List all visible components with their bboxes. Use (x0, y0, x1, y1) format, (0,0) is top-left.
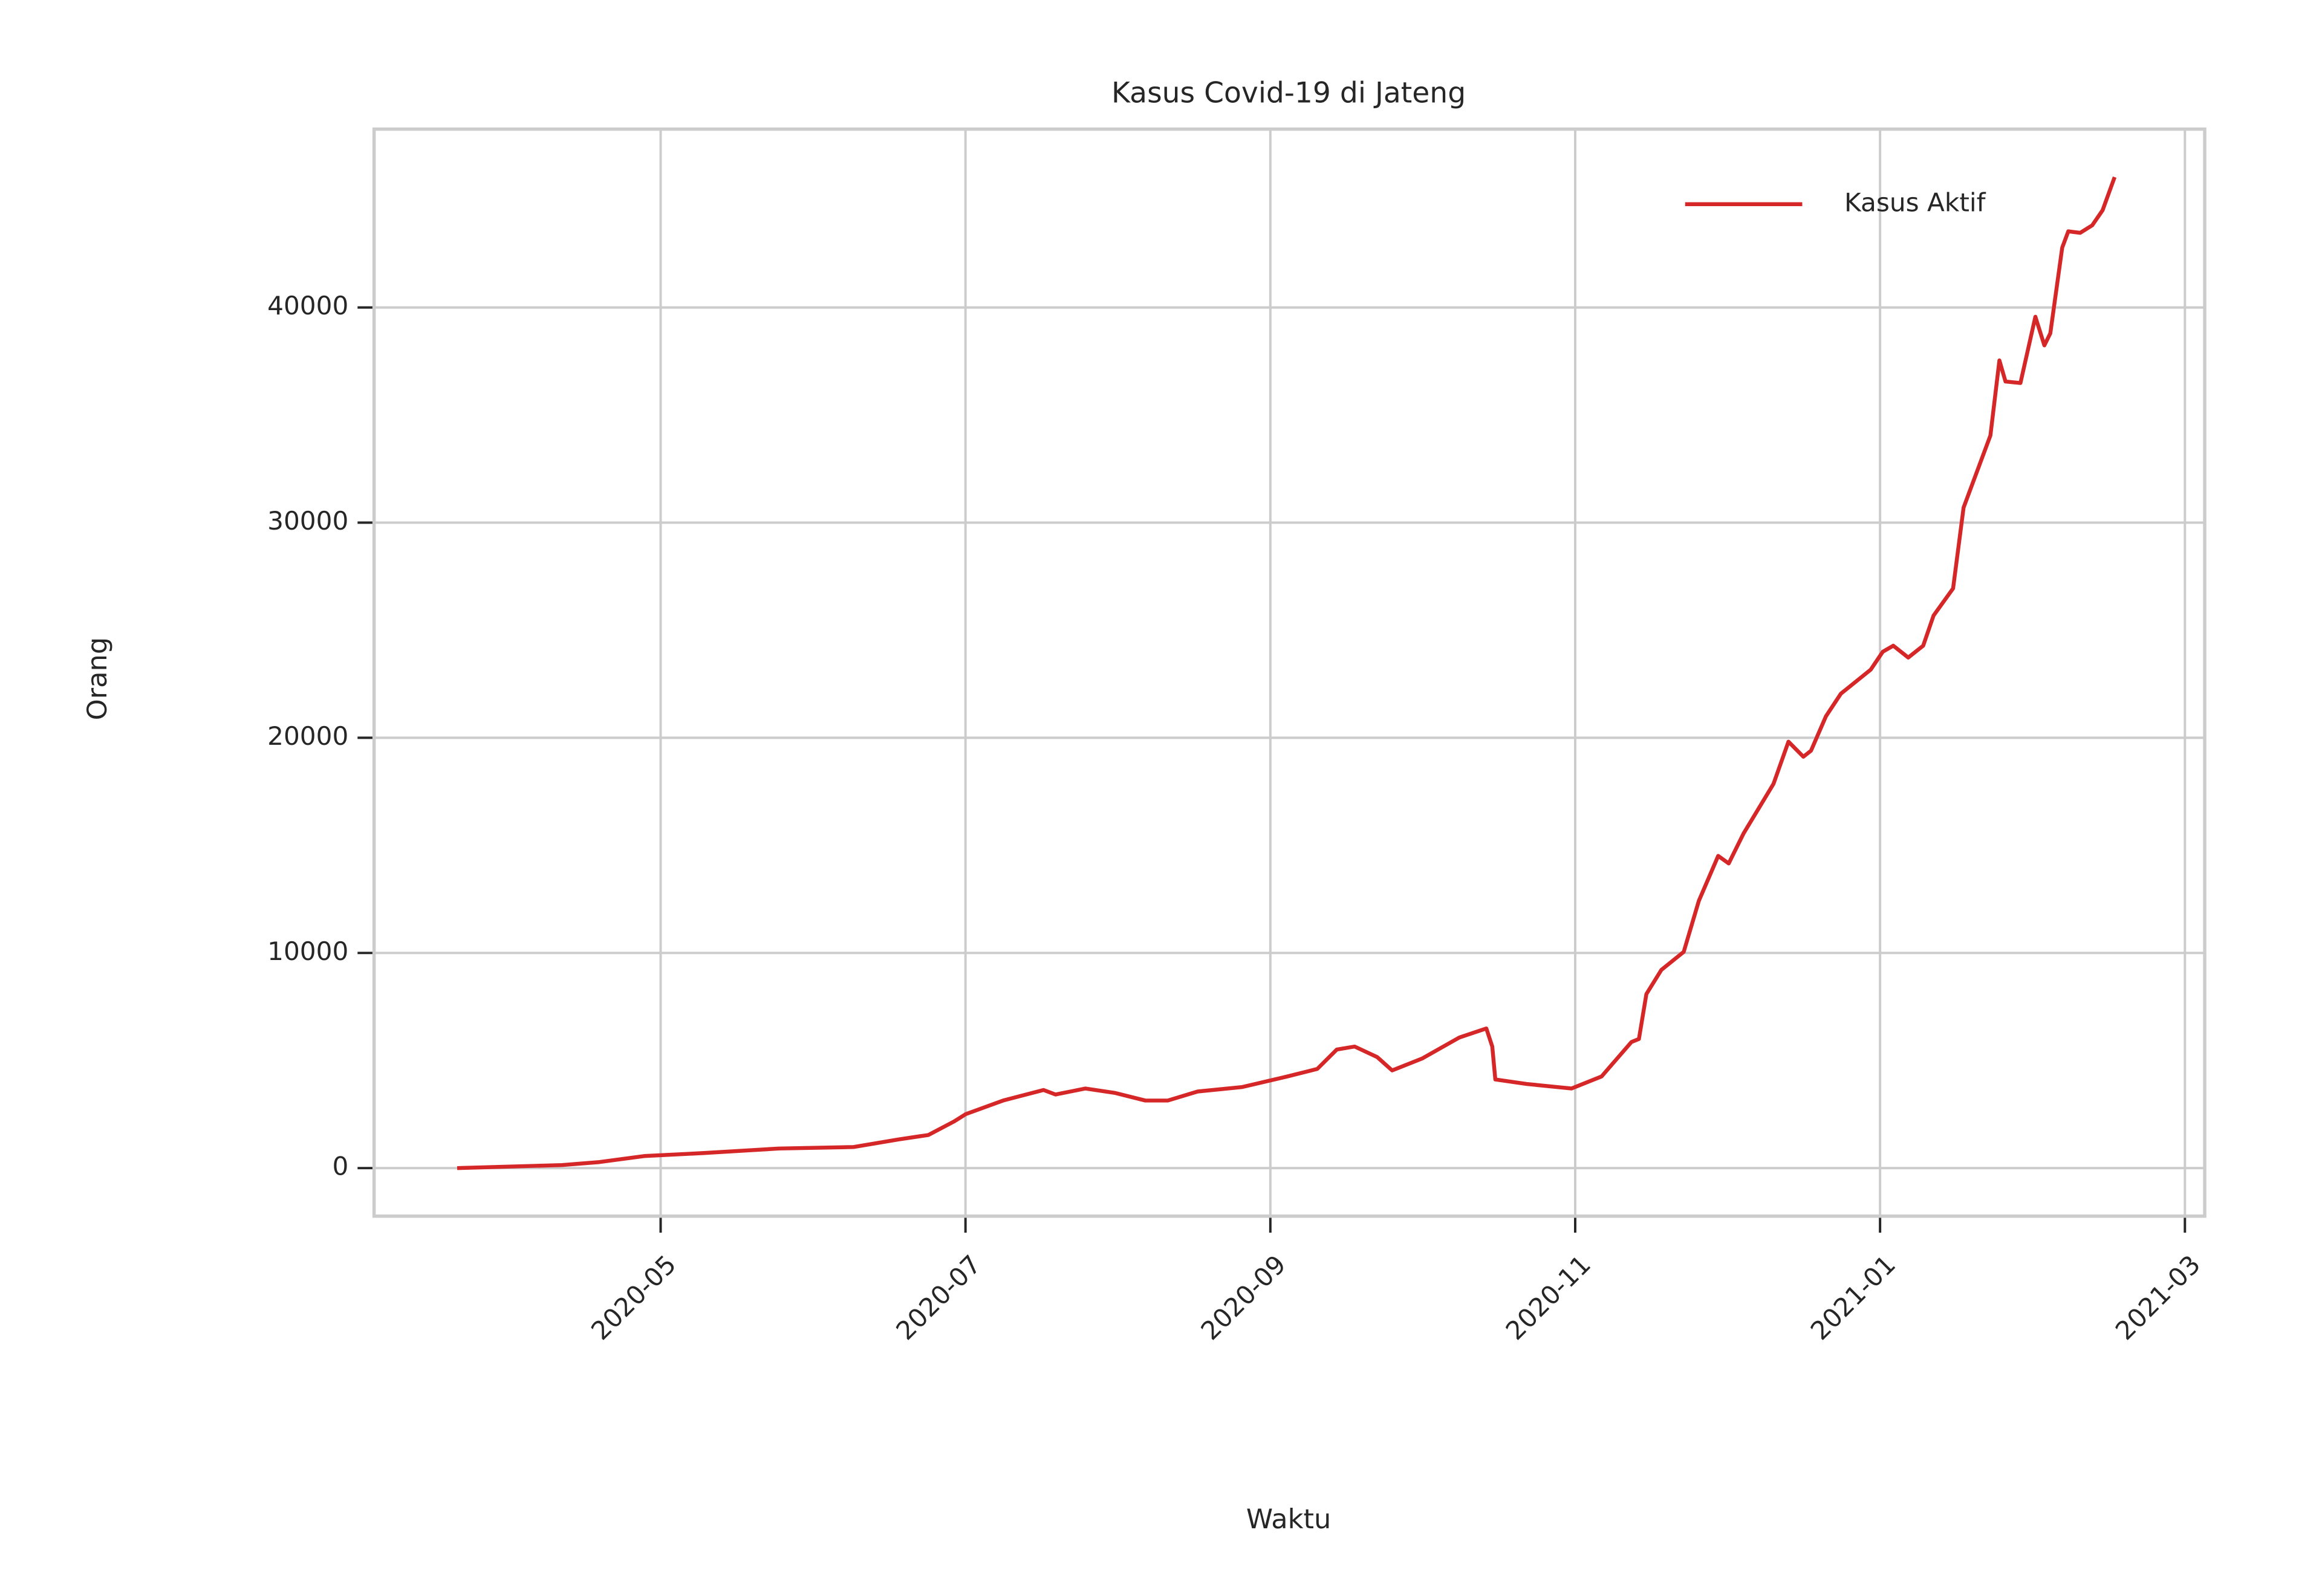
y-tick-label: 0 (333, 1152, 349, 1181)
y-tick-label: 10000 (267, 936, 348, 966)
plot-frame (372, 127, 2207, 1218)
legend-label: Kasus Aktif (1844, 187, 1986, 217)
y-axis-label: Orang (82, 637, 113, 721)
y-tick-label: 40000 (267, 291, 348, 320)
y-tick-label: 20000 (267, 721, 348, 751)
chart-title: Kasus Covid-19 di Jateng (1111, 76, 1466, 109)
x-axis-label: Waktu (1246, 1504, 1331, 1535)
x-tick-label: 2020-05 (585, 1250, 681, 1346)
series-line (457, 176, 2117, 1170)
x-tick-label: 2020-11 (1500, 1250, 1596, 1346)
y-tick-label: 30000 (267, 506, 348, 536)
x-tick-label: 2021-03 (2110, 1250, 2206, 1346)
x-tick-label: 2020-09 (1195, 1250, 1292, 1346)
x-tick-label: 2020-07 (890, 1250, 986, 1346)
x-tick-label: 2021-01 (1805, 1250, 1901, 1346)
